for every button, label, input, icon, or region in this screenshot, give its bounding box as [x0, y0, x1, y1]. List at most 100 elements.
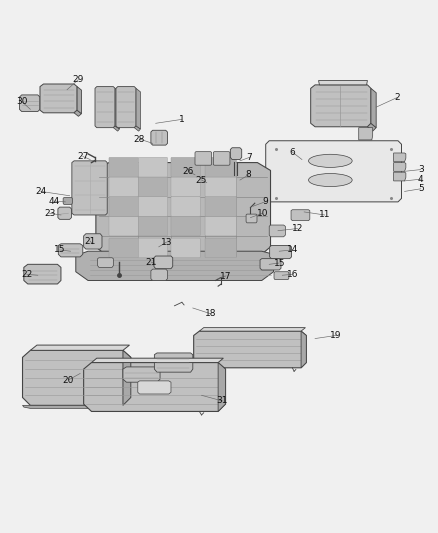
Text: 30: 30 [16, 97, 28, 106]
Polygon shape [113, 126, 120, 131]
Polygon shape [371, 88, 376, 128]
Text: 11: 11 [319, 211, 330, 220]
Text: 23: 23 [44, 209, 55, 218]
Polygon shape [123, 367, 160, 382]
Text: 21: 21 [85, 237, 96, 246]
FancyBboxPatch shape [213, 152, 230, 165]
Polygon shape [136, 88, 141, 129]
FancyBboxPatch shape [138, 197, 167, 216]
Text: 7: 7 [247, 153, 252, 162]
Polygon shape [72, 161, 107, 215]
Polygon shape [58, 244, 83, 257]
FancyBboxPatch shape [195, 152, 212, 165]
FancyBboxPatch shape [109, 157, 138, 177]
FancyBboxPatch shape [171, 238, 200, 258]
Text: 15: 15 [54, 245, 65, 254]
Polygon shape [134, 126, 141, 131]
Text: 3: 3 [418, 165, 424, 174]
Polygon shape [98, 258, 113, 268]
Polygon shape [84, 234, 102, 249]
FancyBboxPatch shape [205, 238, 237, 258]
FancyBboxPatch shape [205, 157, 237, 177]
Polygon shape [76, 251, 274, 280]
Polygon shape [266, 141, 402, 202]
Polygon shape [151, 269, 167, 280]
Polygon shape [274, 272, 289, 280]
Polygon shape [96, 163, 271, 258]
FancyBboxPatch shape [138, 238, 167, 258]
Text: 28: 28 [134, 134, 145, 143]
Text: 18: 18 [205, 309, 216, 318]
Text: 14: 14 [286, 245, 298, 254]
FancyBboxPatch shape [171, 216, 200, 236]
FancyBboxPatch shape [171, 177, 200, 197]
Polygon shape [123, 350, 131, 405]
Polygon shape [260, 259, 281, 270]
Polygon shape [291, 210, 310, 221]
Polygon shape [40, 84, 77, 113]
Polygon shape [218, 362, 226, 411]
Polygon shape [19, 95, 40, 111]
Polygon shape [154, 353, 193, 372]
Polygon shape [311, 85, 371, 127]
Polygon shape [115, 88, 120, 129]
Ellipse shape [308, 154, 352, 167]
FancyBboxPatch shape [109, 216, 138, 236]
Text: 17: 17 [220, 272, 231, 280]
Polygon shape [74, 110, 81, 116]
Text: 1: 1 [179, 115, 185, 124]
Text: 31: 31 [217, 397, 228, 406]
Text: 24: 24 [35, 187, 46, 196]
Text: 25: 25 [196, 175, 207, 184]
Polygon shape [151, 130, 167, 145]
Text: 27: 27 [77, 152, 88, 161]
FancyBboxPatch shape [109, 238, 138, 258]
Text: 15: 15 [273, 259, 285, 268]
Polygon shape [22, 405, 123, 408]
Polygon shape [194, 331, 306, 368]
Polygon shape [301, 331, 306, 368]
Text: 2: 2 [394, 93, 400, 102]
Polygon shape [22, 350, 131, 405]
Ellipse shape [308, 174, 352, 187]
Text: 4: 4 [418, 175, 424, 184]
Polygon shape [199, 328, 305, 331]
FancyBboxPatch shape [205, 197, 237, 216]
FancyBboxPatch shape [109, 197, 138, 216]
FancyBboxPatch shape [109, 177, 138, 197]
Polygon shape [92, 358, 223, 362]
Text: 22: 22 [21, 270, 32, 279]
Text: 16: 16 [286, 270, 298, 279]
Polygon shape [24, 264, 61, 284]
FancyBboxPatch shape [138, 216, 167, 236]
FancyBboxPatch shape [171, 157, 200, 177]
Polygon shape [84, 362, 226, 411]
Polygon shape [95, 87, 115, 128]
Text: 10: 10 [257, 209, 268, 218]
Polygon shape [63, 198, 72, 205]
Text: 12: 12 [292, 224, 303, 233]
Polygon shape [230, 148, 242, 159]
Text: 6: 6 [290, 148, 295, 157]
Text: 20: 20 [63, 376, 74, 384]
Text: 13: 13 [161, 238, 173, 247]
Text: 19: 19 [330, 331, 342, 340]
Text: 26: 26 [183, 167, 194, 176]
Polygon shape [394, 163, 406, 171]
Polygon shape [30, 345, 130, 350]
Text: 44: 44 [48, 197, 60, 206]
Polygon shape [154, 256, 173, 269]
Polygon shape [270, 246, 291, 259]
Polygon shape [77, 87, 81, 114]
Polygon shape [394, 172, 406, 181]
Text: 8: 8 [246, 171, 251, 179]
Text: 21: 21 [146, 257, 157, 266]
Polygon shape [116, 87, 136, 128]
FancyBboxPatch shape [138, 157, 167, 177]
Polygon shape [359, 128, 373, 140]
Text: 29: 29 [73, 75, 84, 84]
FancyBboxPatch shape [138, 177, 167, 197]
Polygon shape [367, 123, 376, 131]
Polygon shape [394, 153, 406, 161]
Polygon shape [246, 214, 257, 223]
